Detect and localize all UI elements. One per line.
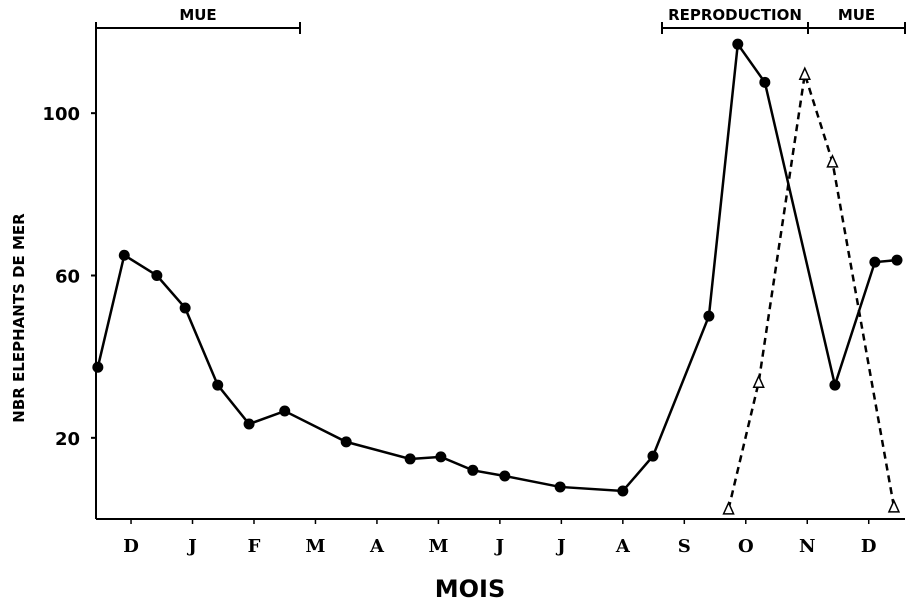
point: [279, 405, 291, 417]
point: [732, 38, 744, 50]
point: [887, 499, 901, 513]
series-line: [96, 40, 898, 493]
point: [151, 270, 163, 281]
y-axis-label: NBR ELEPHANTS DE MER: [10, 213, 28, 423]
point: [243, 418, 255, 430]
point: [467, 464, 479, 476]
x-tick-label: J: [555, 536, 566, 557]
x-tick-label: M: [428, 536, 448, 557]
point: [340, 436, 352, 448]
point: [703, 310, 715, 322]
point: [752, 374, 765, 388]
point: [118, 249, 130, 261]
period-label: MUE: [838, 6, 875, 24]
y-tick-label: 100: [42, 104, 80, 125]
point: [617, 485, 629, 497]
x-axis-label: MOIS: [435, 575, 506, 603]
x-tick-label: O: [738, 536, 754, 557]
point: [647, 450, 659, 462]
x-tick-label: J: [494, 536, 505, 557]
period-label: REPRODUCTION: [668, 6, 802, 24]
point: [212, 379, 224, 391]
y-tick-label: 60: [55, 267, 80, 288]
period-label: MUE: [179, 6, 216, 24]
x-tick-label: M: [305, 536, 325, 557]
x-tick-label: D: [861, 536, 877, 557]
point: [179, 302, 191, 314]
y-tick-label: 20: [55, 429, 80, 450]
x-tick-label: F: [248, 536, 261, 557]
point: [829, 379, 841, 391]
point: [554, 481, 566, 493]
point: [722, 501, 735, 515]
point: [798, 66, 811, 80]
x-tick-label: N: [799, 536, 815, 557]
point: [499, 470, 511, 482]
point: [435, 451, 447, 463]
x-tick-label: A: [615, 536, 631, 557]
point: [92, 361, 104, 373]
x-tick-label: J: [186, 536, 197, 557]
point: [404, 453, 416, 465]
x-tick-label: D: [123, 536, 139, 557]
series-line: [727, 73, 896, 510]
x-tick-label: A: [369, 536, 385, 557]
point: [759, 76, 771, 88]
point: [826, 154, 839, 168]
point: [891, 254, 903, 266]
point: [869, 256, 881, 268]
x-tick-label: S: [678, 536, 691, 557]
